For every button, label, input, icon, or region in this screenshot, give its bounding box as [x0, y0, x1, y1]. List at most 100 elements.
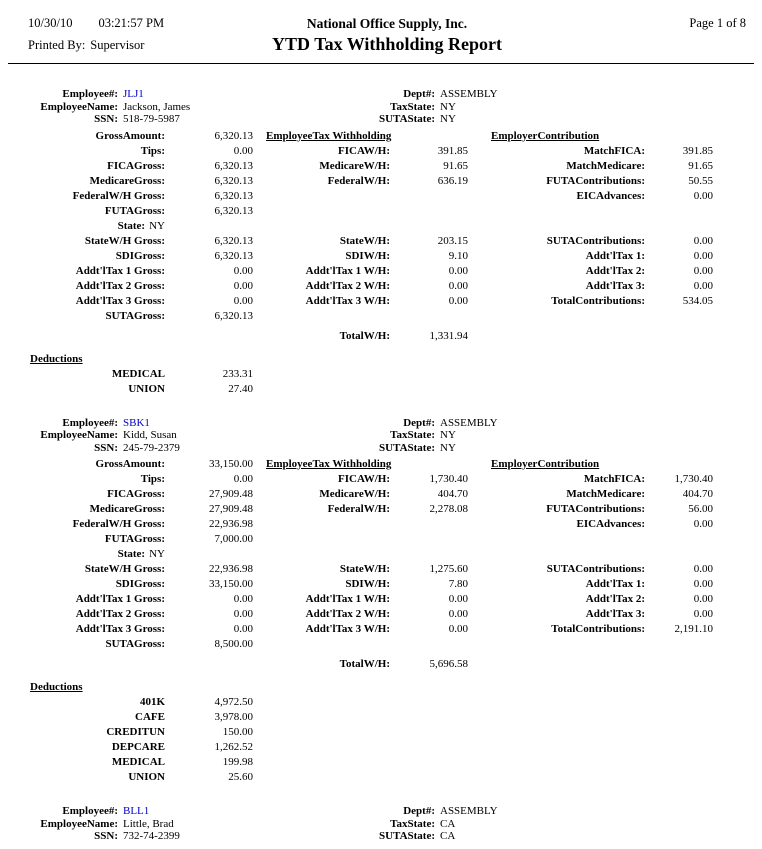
employee-tax-header: EmployeeTax Withholding	[266, 129, 392, 142]
deduction-amount: 233.31	[222, 367, 253, 380]
field-label: Addt'lTax 2:	[585, 593, 645, 605]
field-label: EmployeeName:	[40, 429, 118, 441]
amount-value	[390, 189, 468, 204]
print-time: 03:21:57 PM	[98, 16, 165, 30]
field-label: FUTAContributions:	[546, 174, 645, 187]
amount-value: 56.00	[688, 503, 713, 515]
field-label: FICAW/H:	[338, 144, 390, 157]
amount-value: 6,320.13	[214, 129, 254, 142]
field-label: MatchFICA:	[583, 473, 645, 485]
total-wh-row: TotalW/H: 5,696.58	[0, 657, 762, 672]
field-label: FICAW/H:	[338, 473, 390, 485]
employee-section: Employee#: SBK1 Dept#: ASSEMBLY EmployeeName…	[0, 417, 762, 786]
field-label: GrossAmount:	[95, 129, 165, 142]
deduction-name: CAFE	[135, 711, 165, 723]
amount-row: MedicareGross: 6,320.13 FederalW/H: 636.19 F…	[0, 174, 762, 189]
employer-contribution-header: EmployerContribution	[491, 458, 600, 470]
field-label: Employee#:	[62, 805, 118, 817]
header-center: National Office Supply, Inc. YTD Tax Wit…	[243, 16, 531, 55]
employee-header: Employee#: BLL1 Dept#: ASSEMBLY EmployeeName…	[0, 805, 762, 843]
amount-row: Tips: 0.00 FICAW/H: 1,730.40 MatchFICA: 1,730…	[0, 472, 762, 487]
field-label: GrossAmount:	[95, 458, 165, 470]
amount-value: 6,320.13	[214, 189, 254, 202]
field-label: MedicareGross:	[89, 503, 165, 515]
employee-section: Employee#: BLL1 Dept#: ASSEMBLY EmployeeName…	[0, 805, 762, 843]
amount-value: 6,320.13	[214, 234, 254, 247]
amount-value: 0.00	[448, 623, 468, 635]
printed-by: Printed By: Supervisor	[28, 38, 243, 53]
amount-value: 0.00	[233, 473, 253, 485]
amount-value: 0.00	[448, 593, 468, 605]
field-label: SSN:	[94, 830, 118, 842]
amount-value: 391.85	[682, 144, 713, 157]
amount-row: FUTAGross: 7,000.00	[0, 532, 762, 547]
amount-row: State: NY	[0, 547, 762, 562]
field-label: State:	[117, 548, 146, 560]
amount-value: 534.05	[682, 294, 713, 307]
company-name: National Office Supply, Inc.	[306, 16, 468, 31]
report-header: 10/30/10 03:21:57 PM Printed By: Supervi…	[0, 0, 762, 55]
deduction-name: UNION	[128, 382, 165, 395]
amount-row: Addt'lTax 1 Gross: 0.00 Addt'lTax 1 W/H: 0.…	[0, 592, 762, 607]
field-label	[468, 637, 645, 652]
deductions-section: Deductions 401K 4,972.50 CAFE 3,978.00 CREDIT…	[0, 677, 762, 785]
header-divider	[8, 63, 754, 64]
employee-number-link[interactable]: JLJ1	[123, 88, 144, 100]
field-label: Addt'lTax 3 Gross:	[75, 294, 165, 307]
field-label: Addt'lTax 1 Gross:	[75, 593, 165, 605]
amount-value: 0.00	[693, 249, 713, 262]
field-value: CA	[440, 830, 456, 842]
field-label: Employee#:	[62, 416, 118, 429]
deduction-amount: 3,978.00	[214, 711, 254, 723]
field-label: Addt'lTax 2 Gross:	[75, 608, 165, 620]
field-label: FICAGross:	[107, 159, 165, 172]
amount-value: 0.00	[693, 563, 713, 575]
deduction-amount: 199.98	[222, 756, 253, 768]
field-label	[253, 309, 390, 324]
amount-value	[645, 204, 713, 219]
amount-value: 0.00	[233, 144, 253, 157]
field-value: Kidd, Susan	[123, 429, 177, 441]
field-label	[253, 517, 390, 532]
spacer	[0, 329, 165, 344]
deductions-section: Deductions MEDICAL 233.31 UNION 27.40	[0, 349, 762, 397]
field-label	[468, 204, 645, 219]
field-label: Dept#:	[403, 416, 435, 429]
amount-value	[645, 637, 713, 652]
deduction-name: MEDICAL	[111, 367, 165, 380]
deduction-row: 401K 4,972.50	[0, 695, 762, 710]
field-label: FederalW/H:	[327, 503, 390, 515]
field-label: Addt'lTax 1:	[585, 249, 645, 262]
amount-value: 0.00	[693, 593, 713, 605]
deduction-name: UNION	[128, 771, 165, 783]
field-label: Tips:	[140, 144, 165, 157]
state-field: State: NY	[0, 547, 165, 562]
field-label: Addt'lTax 3:	[585, 279, 645, 292]
print-datetime: 10/30/10 03:21:57 PM	[28, 16, 243, 31]
deduction-amount: 25.60	[228, 771, 253, 783]
employee-section: Employee#: JLJ1 Dept#: ASSEMBLY EmployeeName…	[0, 88, 762, 397]
field-label: Addt'lTax 1 W/H:	[305, 593, 390, 605]
amount-value: 0.00	[693, 264, 713, 277]
amount-value	[390, 637, 468, 652]
field-label: Addt'lTax 1:	[585, 578, 645, 590]
deduction-row: DEPCARE 1,262.52	[0, 740, 762, 755]
employee-number-link[interactable]: BLL1	[123, 805, 150, 817]
field-label: FederalW/H Gross:	[72, 518, 165, 530]
amount-row: GrossAmount: 6,320.13 EmployeeTax Withhold…	[0, 129, 762, 144]
deduction-amount: 27.40	[228, 382, 253, 395]
deduction-row: CREDITUN 150.00	[0, 725, 762, 740]
field-label: TaxState:	[390, 100, 435, 113]
amount-value: 27,909.48	[209, 503, 253, 515]
amount-value: 203.15	[437, 234, 468, 247]
employee-tax-header: EmployeeTax Withholding	[266, 458, 392, 470]
field-label: FederalW/H Gross:	[72, 189, 165, 202]
amount-value	[645, 309, 713, 324]
amount-value: 2,278.08	[429, 503, 469, 515]
field-label: MedicareGross:	[89, 174, 165, 187]
amount-value: 391.85	[437, 144, 468, 157]
field-label: SDIGross:	[115, 249, 165, 262]
amount-row: Addt'lTax 2 Gross: 0.00 Addt'lTax 2 W/H: 0.…	[0, 607, 762, 622]
employee-number-link[interactable]: SBK1	[123, 416, 150, 429]
